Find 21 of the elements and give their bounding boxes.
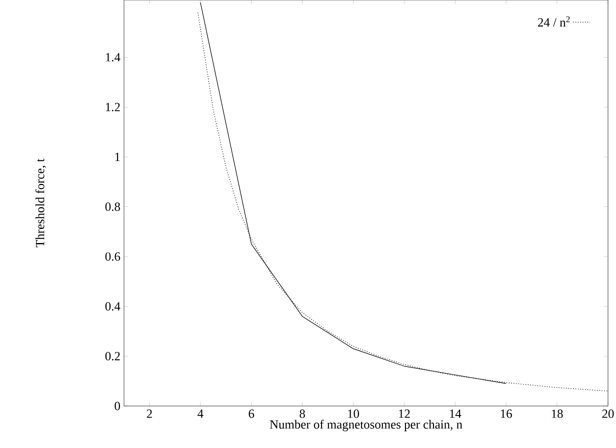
x-tick-label: 16 [500,410,512,418]
y-tick-label: 0.4 [105,302,120,311]
y-tick-label: 1.4 [106,53,120,62]
x-tick-label: 20 [602,410,614,418]
x-tick-label: 2 [146,410,152,418]
x-tick-label: 6 [248,410,254,418]
x-tick-label: 14 [450,410,462,418]
x-tick-label: 12 [399,410,410,418]
y-tick-label: 0 [114,402,120,410]
y-tick-label: 0.6 [105,252,120,261]
y-tick-label: 0.8 [105,202,120,211]
y-tick-label: 1 [115,152,120,162]
x-tick-label: 18 [552,410,563,418]
legend-label: 24 / n$^{2}$ [538,16,570,27]
y-tick-label: 1.2 [106,102,120,112]
x-tick-label: 4 [198,410,204,418]
x-tick-label: 10 [348,410,360,418]
x-tick-label: 8 [300,410,305,418]
x-axis-title: Number of magnetosomes per chain, n [270,420,462,432]
y-axis-title: Threshold force, t [35,158,46,248]
y-tick-label: 0.2 [105,352,120,360]
